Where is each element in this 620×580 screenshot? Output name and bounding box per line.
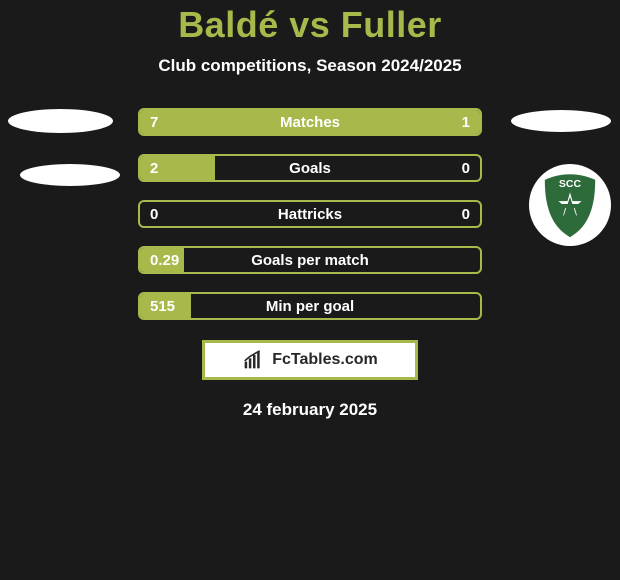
chart-icon (242, 350, 264, 370)
stat-value-left: 7 (150, 114, 158, 131)
stat-label: Goals per match (251, 252, 369, 269)
stat-value-left: 0.29 (150, 252, 179, 269)
source-label: FcTables.com (272, 351, 378, 369)
stat-label: Matches (280, 114, 340, 131)
stat-row: 2 Goals 0 (138, 154, 482, 182)
stat-value-left: 515 (150, 298, 175, 315)
stat-row: 515 Min per goal (138, 292, 482, 320)
stat-value-right: 0 (462, 206, 470, 223)
club-left-badge-placeholder (20, 164, 120, 186)
stat-row: 0.29 Goals per match (138, 246, 482, 274)
date-label: 24 february 2025 (243, 400, 377, 420)
comparison-card: Baldé vs Fuller Club competitions, Seaso… (0, 0, 620, 580)
stat-label: Min per goal (266, 298, 354, 315)
page-title: Baldé vs Fuller (178, 4, 442, 46)
player-left-avatar-placeholder (8, 109, 113, 133)
stat-row: 7 Matches 1 (138, 108, 482, 136)
stat-label: Goals (289, 160, 331, 177)
shield-icon: SCC (535, 170, 605, 240)
stat-value-left: 0 (150, 206, 158, 223)
stat-value-left: 2 (150, 160, 158, 177)
stat-row: 0 Hattricks 0 (138, 200, 482, 228)
source-badge[interactable]: FcTables.com (202, 340, 418, 380)
svg-text:SCC: SCC (559, 178, 582, 190)
stat-value-right: 1 (462, 114, 470, 131)
subtitle: Club competitions, Season 2024/2025 (158, 56, 461, 76)
stat-fill-right (438, 110, 481, 134)
club-right-badge: SCC (529, 164, 611, 246)
stat-label: Hattricks (278, 206, 342, 223)
stat-value-right: 0 (462, 160, 470, 177)
stats-area: SCC 7 Matches 1 2 Goals 0 0 Hattricks 0 0.29 Goals… (0, 108, 620, 320)
player-right-avatar-placeholder (511, 110, 611, 132)
